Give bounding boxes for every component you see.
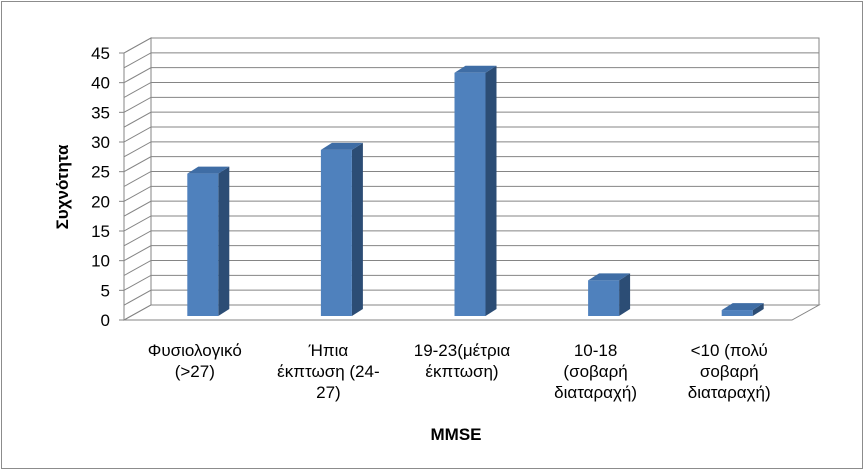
bar-side [752,303,764,316]
y-tick-label: 45 [91,44,110,63]
y-tick-label: 25 [91,163,110,182]
gridlines [119,37,819,321]
y-axis-title: Συχνότητα [53,144,72,229]
y-tick-labels: 0 5 10 15 20 25 30 35 40 45 [91,44,110,330]
bar-side [485,65,497,316]
gridline [123,37,819,54]
bar-top [187,166,230,174]
bar-front [454,72,486,316]
y-tick-label: 40 [91,74,110,93]
x-tick-label: <10 (πολύ σοβαρή διαταραχή) [688,341,771,402]
gridline [123,215,819,232]
bar [187,166,230,316]
gridline [123,200,819,217]
bar-top [320,142,363,150]
gridline [123,111,819,128]
x-tick-label: Ήπια έκπτωση (24-27) [277,341,379,402]
x-tick-label: Φυσιολογικό (>27) [148,341,242,381]
bar [721,303,764,316]
bar-top [454,65,497,73]
y-tick-label: 10 [91,252,110,271]
y-tick-label: 35 [91,103,110,122]
bar-front [588,280,620,316]
bar [320,142,363,316]
gridline [123,141,819,158]
y-tick-label: 15 [91,222,110,241]
gridline [123,67,819,84]
x-tick-label: 10-18 (σοβαρή διαταραχή) [554,341,637,402]
gridline [123,245,819,262]
gridline [123,156,819,173]
y-tick-label: 5 [101,281,110,300]
y-tick-label: 0 [101,311,110,330]
bar-front [320,149,352,316]
bar-side [351,142,363,316]
bar-side [218,166,230,316]
gridline [123,82,819,98]
x-tick-label: 19-23(μέτρια έκπτωση) [414,341,511,381]
gridline [123,185,819,202]
bar-top [588,273,631,281]
gridline [123,171,819,187]
bar [588,273,631,316]
y-tick-label: 30 [91,133,110,152]
gridline [123,96,819,113]
bar-top [721,303,764,311]
gridline [123,260,819,276]
gridline [123,230,819,247]
gridline [123,52,819,69]
bar [454,65,497,316]
category-labels: Φυσιολογικό (>27) Ήπια έκπτωση (24-27) 19-23… [148,341,771,402]
x-axis-title: MMSE [431,425,482,444]
bar-front [721,310,753,316]
bar-side [619,273,631,316]
bar-front [187,173,219,316]
bars [187,65,764,316]
y-tick-label: 20 [91,192,110,211]
gridline [123,126,819,143]
